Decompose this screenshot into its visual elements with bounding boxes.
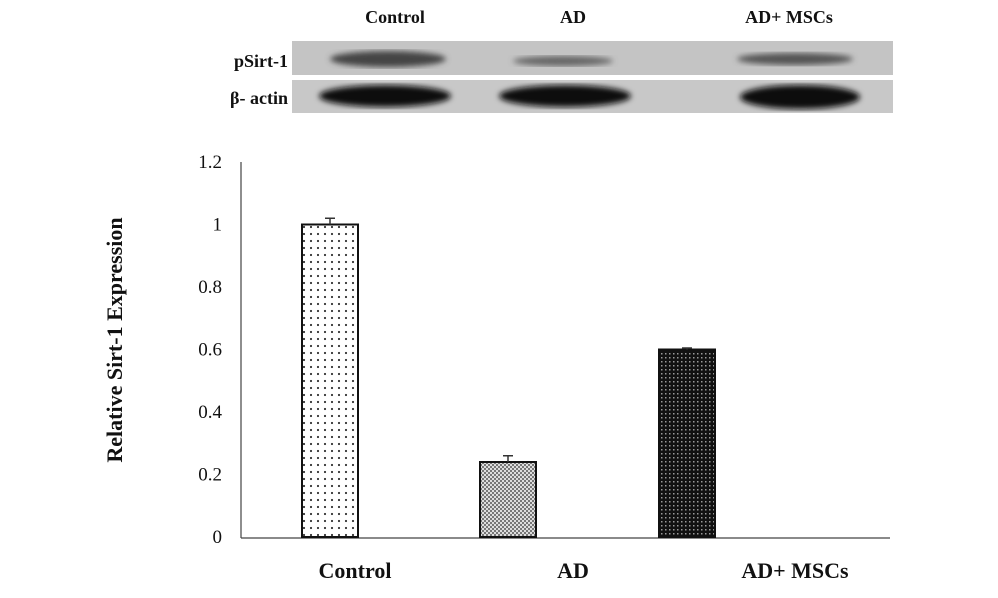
- y-tick-label: 1: [213, 215, 223, 236]
- blot-band: [499, 85, 631, 107]
- blot-lane-label: AD: [560, 7, 586, 27]
- y-axis-label: Relative Sirt-1 Expression: [102, 217, 127, 462]
- y-tick-label: 0.2: [198, 465, 222, 486]
- error-bar: [503, 455, 513, 462]
- error-bar: [682, 347, 692, 350]
- bar: [658, 348, 716, 538]
- y-tick-label: 0.8: [198, 277, 222, 298]
- x-tick-label: AD+ MSCs: [741, 558, 849, 583]
- blot-lane-label: Control: [365, 7, 425, 27]
- blot-band: [513, 56, 613, 66]
- y-tick-label: 0: [213, 527, 223, 548]
- blot-band: [740, 85, 860, 109]
- blot-band: [737, 53, 853, 65]
- blot-band: [330, 51, 446, 67]
- bar-chart: Relative Sirt-1 Expression 0 0.2 0.4 0.6 0.8…: [102, 152, 890, 583]
- bar: [301, 223, 359, 538]
- y-tick-label: 0.6: [198, 340, 222, 361]
- blot-lane-label: AD+ MSCs: [745, 7, 833, 27]
- bar: [479, 461, 537, 538]
- y-tick-label: 0.4: [198, 402, 222, 423]
- blot-row-label: pSirt-1: [234, 51, 288, 71]
- blot-row-label: β- actin: [230, 88, 288, 108]
- blot-band: [319, 85, 451, 107]
- x-tick-label: AD: [557, 558, 589, 583]
- error-bar: [325, 217, 335, 225]
- x-tick-label: Control: [319, 558, 392, 583]
- western-blot: Control AD AD+ MSCs pSirt-1 β- actin: [230, 7, 893, 113]
- y-tick-label: 1.2: [198, 152, 222, 173]
